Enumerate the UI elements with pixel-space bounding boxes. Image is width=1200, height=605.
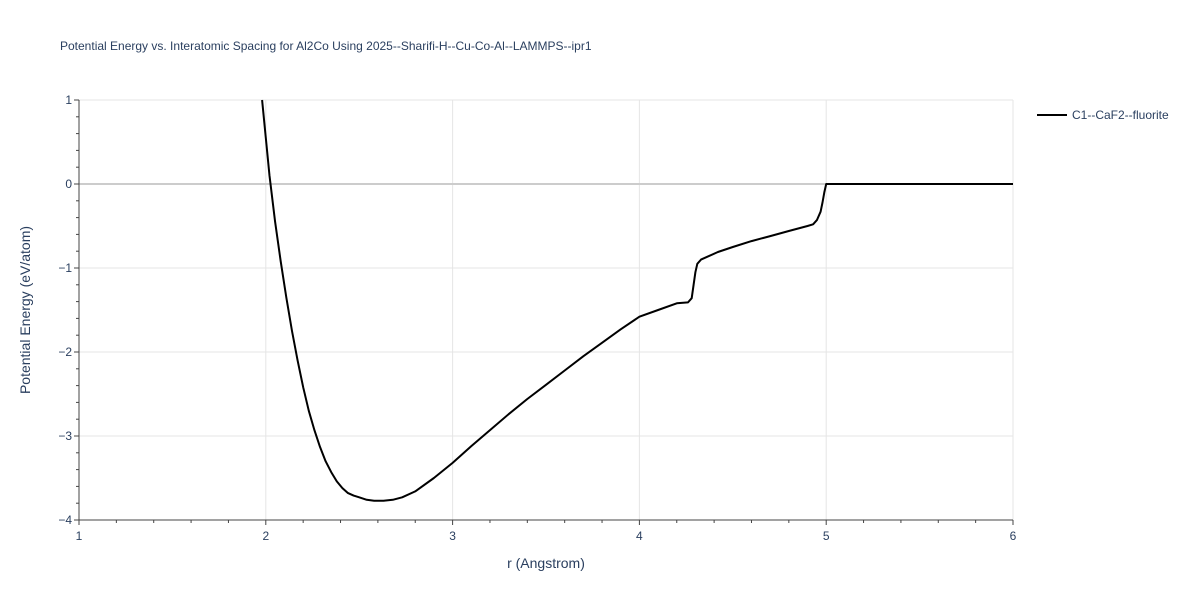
chart-title: Potential Energy vs. Interatomic Spacing…	[60, 39, 592, 53]
legend-label[interactable]: C1--CaF2--fluorite	[1072, 108, 1169, 122]
x-tick-label: 1	[76, 529, 83, 543]
x-tick-label: 3	[449, 529, 456, 543]
series-line	[261, 99, 1013, 502]
series-lines	[261, 99, 1013, 502]
legend[interactable]: C1--CaF2--fluorite	[1037, 108, 1169, 122]
y-axis-title: Potential Energy (eV/atom)	[17, 226, 33, 394]
x-tick-label: 5	[823, 529, 830, 543]
y-tick-label: −1	[58, 261, 72, 275]
x-tick-label: 6	[1010, 529, 1017, 543]
x-tick-label: 4	[636, 529, 643, 543]
axes: 1 2 3 4 5 6 1 0 −1 −2 −3 −4	[58, 93, 1016, 543]
y-tick-label: 1	[65, 93, 72, 107]
y-tick-label: −3	[58, 429, 72, 443]
grid-lines	[79, 99, 1014, 520]
y-tick-label: −2	[58, 345, 72, 359]
y-tick-label: −4	[58, 513, 72, 527]
y-tick-label: 0	[65, 177, 72, 191]
x-axis-title: r (Angstrom)	[507, 555, 585, 571]
x-tick-label: 2	[262, 529, 269, 543]
